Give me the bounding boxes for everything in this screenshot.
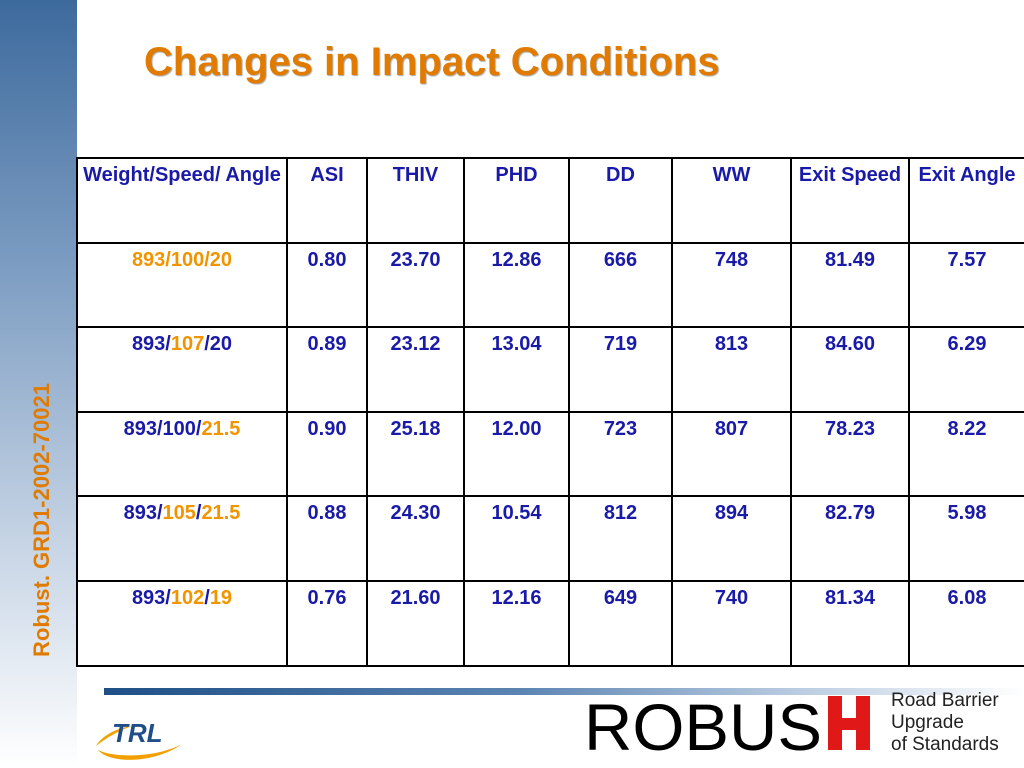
value-cell: 7.57 (908, 241, 1024, 329)
condition-segment: 107 (170, 333, 205, 356)
table-row: 893/100/21.5 0.90 25.18 12.00 723 807 78.23 8.2… (76, 410, 1024, 498)
condition-segment: 893/ (123, 502, 163, 525)
value-cell: 81.49 (790, 241, 910, 329)
value-cell: 21.60 (366, 579, 465, 667)
value-cell: 807 (671, 410, 792, 498)
value-cell: 0.89 (286, 326, 368, 413)
value-cell: 812 (568, 495, 673, 582)
value-cell: 719 (568, 326, 673, 413)
value-cell: 84.60 (790, 326, 910, 413)
table-row: 893/102/19 0.76 21.60 12.16 649 740 81.34 6.08 (76, 579, 1024, 667)
value-cell: 82.79 (790, 495, 910, 582)
condition-segment: / (195, 502, 202, 525)
value-cell: 0.76 (286, 579, 368, 667)
condition-cell: 893/100/21.5 (76, 410, 288, 498)
condition-segment: 105 (162, 502, 196, 525)
sidebar-gradient: Robust. GRD1-2002-70021 (0, 0, 77, 768)
condition-segment: 893/ (131, 586, 171, 609)
condition-segment: 102 (170, 586, 205, 609)
table-header-cell: Weight/Speed/ Angle (76, 157, 288, 244)
condition-cell: 893/100/20 (76, 241, 288, 329)
condition-segment: 893/ (131, 333, 171, 356)
robust-tagline: Road Barrier Upgrade of Standards (891, 690, 999, 756)
trl-logo: TRL (96, 718, 182, 760)
value-cell: 5.98 (908, 495, 1024, 582)
value-cell: 723 (568, 410, 673, 498)
robust-logo: ROBUS (584, 690, 870, 758)
value-cell: 24.30 (366, 495, 465, 582)
value-cell: 25.18 (366, 410, 465, 498)
value-cell: 649 (568, 579, 673, 667)
value-cell: 8.22 (908, 410, 1024, 498)
tagline-line: Road Barrier (891, 690, 999, 711)
value-cell: 0.88 (286, 495, 368, 582)
table-header-cell: Exit Speed (790, 157, 910, 244)
condition-segment: 893/100/20 (131, 248, 233, 271)
footer-divider (104, 688, 1024, 695)
value-cell: 0.80 (286, 241, 368, 329)
impact-conditions-table: Weight/Speed/ Angle ASI THIV PHD DD WW Exit Sp… (76, 157, 1024, 667)
table-header-row: Weight/Speed/ Angle ASI THIV PHD DD WW Exit Sp… (76, 157, 1024, 244)
value-cell: 740 (671, 579, 792, 667)
condition-segment: 893/100/ (123, 417, 202, 440)
value-cell: 10.54 (463, 495, 570, 582)
condition-segment: 19 (209, 586, 233, 609)
value-cell: 12.86 (463, 241, 570, 329)
slide-title: Changes in Impact Conditions (144, 40, 720, 84)
condition-cell: 893/102/19 (76, 579, 288, 667)
value-cell: 12.16 (463, 579, 570, 667)
table-row: 893/105/21.5 0.88 24.30 10.54 812 894 82.79 5.9… (76, 495, 1024, 582)
value-cell: 13.04 (463, 326, 570, 413)
condition-segment: 21.5 (201, 417, 241, 440)
value-cell: 81.34 (790, 579, 910, 667)
trl-logo-text: TRL (112, 718, 163, 748)
condition-segment: / (204, 586, 210, 609)
tagline-line: Upgrade (891, 712, 964, 733)
condition-cell: 893/105/21.5 (76, 495, 288, 582)
project-reference: Robust. GRD1-2002-70021 (29, 383, 54, 657)
value-cell: 894 (671, 495, 792, 582)
condition-segment: 21.5 (201, 502, 241, 525)
tagline-line: of Standards (891, 734, 999, 755)
condition-segment: /20 (204, 333, 233, 356)
table-header-cell: PHD (463, 157, 570, 244)
value-cell: 23.70 (366, 241, 465, 329)
condition-cell: 893/107/20 (76, 326, 288, 413)
table-header-cell: WW (671, 157, 792, 244)
value-cell: 813 (671, 326, 792, 413)
robust-logo-text: ROBUS (584, 690, 822, 758)
value-cell: 6.08 (908, 579, 1024, 667)
value-cell: 748 (671, 241, 792, 329)
value-cell: 78.23 (790, 410, 910, 498)
value-cell: 6.29 (908, 326, 1024, 413)
table-header-cell: THIV (366, 157, 465, 244)
value-cell: 12.00 (463, 410, 570, 498)
table-header-cell: ASI (286, 157, 368, 244)
table-header-cell: DD (568, 157, 673, 244)
table-row: 893/107/20 0.89 23.12 13.04 719 813 84.60 6.29 (76, 326, 1024, 413)
value-cell: 666 (568, 241, 673, 329)
table-row: 893/100/20 0.80 23.70 12.86 666 748 81.49 7.57 (76, 241, 1024, 329)
table-header-cell: Exit Angle (908, 157, 1024, 244)
value-cell: 23.12 (366, 326, 465, 413)
value-cell: 0.90 (286, 410, 368, 498)
